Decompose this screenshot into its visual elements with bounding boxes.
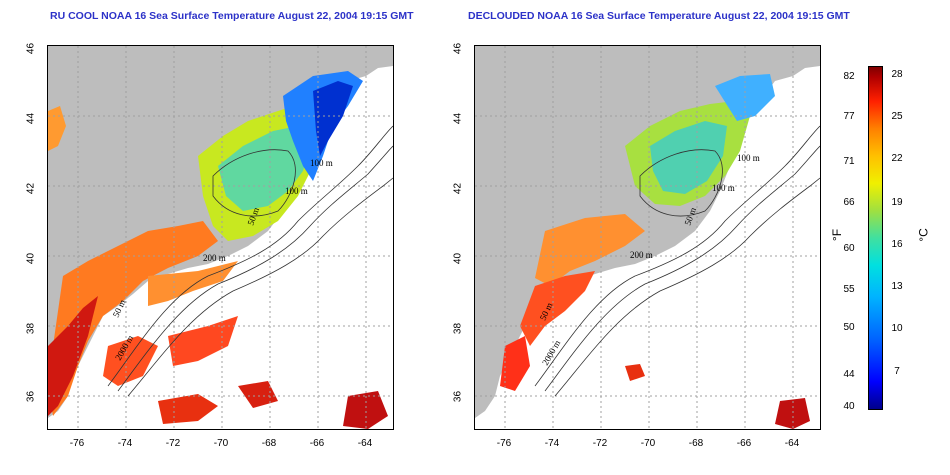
lat-tick-label: 40 [452, 252, 464, 265]
fahrenheit-tick: 66 [843, 197, 855, 208]
lon-tick-label: -66 [309, 438, 325, 449]
fahrenheit-tick: 55 [843, 284, 855, 295]
lon-tick-label: -68 [261, 438, 277, 449]
lon-tick-label: -76 [69, 438, 85, 449]
fahrenheit-tick: 40 [843, 401, 855, 412]
map-title-right: DECLOUDED NOAA 16 Sea Surface Temperatur… [468, 10, 850, 22]
celsius-unit-label: °C [916, 228, 931, 242]
celsius-tick: 22 [891, 153, 903, 164]
contour-label: 100 m [712, 183, 735, 193]
lat-tick-label: 46 [452, 42, 464, 55]
lon-tick-label: -74 [117, 438, 133, 449]
fahrenheit-tick: 60 [843, 243, 855, 254]
lat-tick-label: 36 [452, 390, 464, 403]
contour-label: 200 m [203, 253, 226, 263]
lat-tick-label: 36 [25, 390, 37, 403]
lon-tick-label: -70 [213, 438, 229, 449]
fahrenheit-tick: 71 [843, 156, 855, 167]
sst-map-left: 100 m 100 m 50 m 200 m 50 m 2000 m [47, 45, 394, 430]
lon-tick-label: -64 [357, 438, 373, 449]
lat-tick-label: 42 [452, 182, 464, 195]
lat-tick-label: 44 [452, 112, 464, 125]
contour-label: 100 m [285, 186, 308, 196]
lat-tick-label: 42 [25, 182, 37, 195]
lon-tick-label: -68 [688, 438, 704, 449]
temperature-colorbar [868, 66, 883, 410]
celsius-tick: 10 [891, 323, 903, 334]
sst-map-right-graphic: 100 m 100 m 50 m 200 m 50 m 2000 m [475, 46, 820, 429]
contour-label: 200 m [630, 250, 653, 260]
lat-tick-label: 44 [25, 112, 37, 125]
lon-tick-label: -70 [640, 438, 656, 449]
contour-label: 100 m [310, 158, 333, 168]
lat-tick-label: 40 [25, 252, 37, 265]
lon-tick-label: -72 [592, 438, 608, 449]
celsius-tick: 28 [891, 69, 903, 80]
fahrenheit-tick: 82 [843, 71, 855, 82]
celsius-tick: 19 [891, 197, 903, 208]
fahrenheit-unit-label: °F [830, 228, 845, 242]
celsius-tick: 13 [891, 281, 903, 292]
lon-tick-label: -74 [544, 438, 560, 449]
fahrenheit-tick: 44 [843, 369, 855, 380]
celsius-tick: 25 [891, 111, 903, 122]
lat-tick-label: 38 [452, 322, 464, 335]
lon-tick-label: -64 [784, 438, 800, 449]
lat-tick-label: 38 [25, 322, 37, 335]
lon-tick-label: -66 [736, 438, 752, 449]
sst-map-left-graphic: 100 m 100 m 50 m 200 m 50 m 2000 m [48, 46, 393, 429]
contour-label: 100 m [737, 153, 760, 163]
sst-map-right: 100 m 100 m 50 m 200 m 50 m 2000 m [474, 45, 821, 430]
fahrenheit-tick: 50 [843, 322, 855, 333]
fahrenheit-tick: 77 [843, 111, 855, 122]
lon-tick-label: -76 [496, 438, 512, 449]
lat-tick-label: 46 [25, 42, 37, 55]
map-title-left: RU COOL NOAA 16 Sea Surface Temperature … [50, 10, 414, 22]
celsius-tick: 16 [891, 239, 903, 250]
lon-tick-label: -72 [165, 438, 181, 449]
celsius-tick: 7 [894, 366, 900, 377]
